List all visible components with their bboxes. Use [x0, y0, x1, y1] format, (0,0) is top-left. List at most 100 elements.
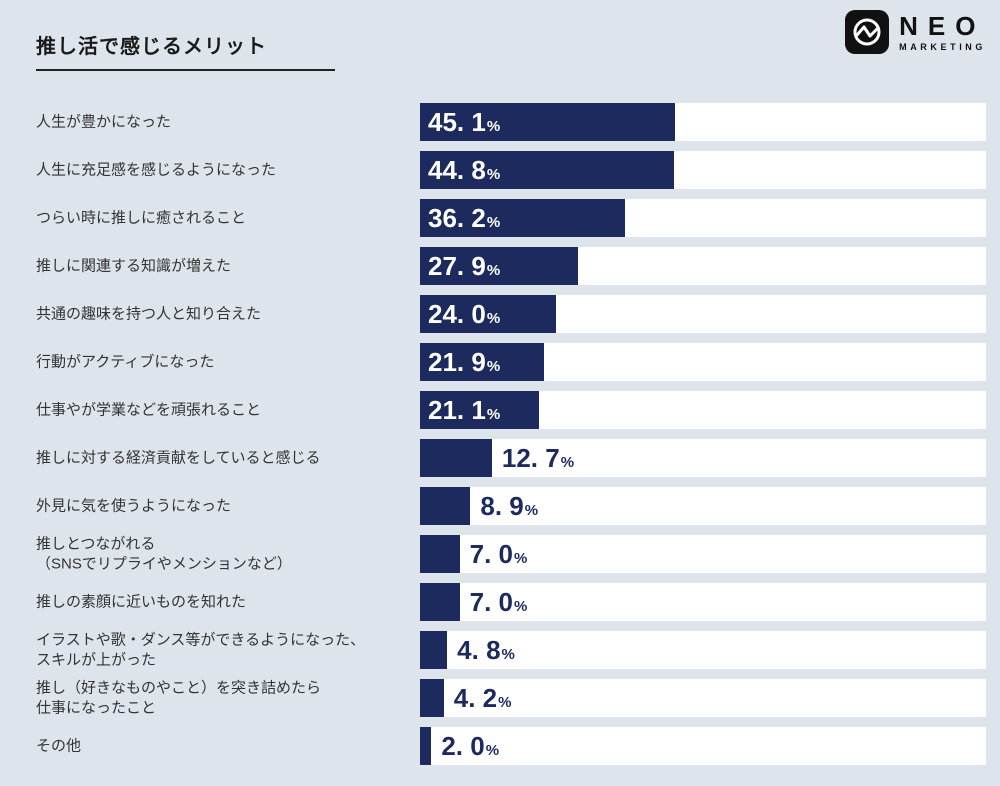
bar [420, 631, 448, 669]
bar [420, 343, 544, 381]
value-label: 21. 9% [428, 349, 500, 375]
category-label: 推しに関連する知識が増えた [36, 257, 232, 275]
value-number: 24. 0 [428, 299, 486, 329]
bar-track: 7. 0% [420, 583, 986, 621]
value-label: 36. 2% [428, 205, 500, 231]
bar-row: 人生に充足感を感じるようになった 44. 8% [0, 151, 1000, 189]
category-label: 人生に充足感を感じるようになった [36, 161, 277, 179]
brand-text: NEO MARKETING [899, 13, 986, 52]
chart-title: 推し活で感じるメリット [36, 30, 335, 71]
percent-sign: % [486, 166, 501, 183]
bar-track: 21. 1% [420, 391, 986, 429]
value-label: 44. 8% [428, 157, 500, 183]
percent-sign: % [486, 262, 501, 279]
value-number: 4. 8 [457, 635, 501, 665]
logo-icon [845, 10, 890, 54]
bar-row: 共通の趣味を持つ人と知り合えた 24. 0% [0, 295, 1000, 333]
bar-track: 24. 0% [420, 295, 986, 333]
value-number: 21. 9 [428, 347, 486, 377]
category-label: 推し（好きなものやこと）を突き詰めたら 仕事になったこと [36, 679, 322, 717]
bar [420, 439, 492, 477]
value-label: 8. 9% [480, 493, 538, 519]
brand-logo: NEO MARKETING [845, 10, 986, 54]
bar-row: 推しに対する経済貢献をしていると感じる 12. 7% [0, 439, 1000, 477]
bar [420, 247, 578, 285]
bar-track: 7. 0% [420, 535, 986, 573]
percent-sign: % [501, 646, 515, 663]
category-label: イラストや歌・ダンス等ができるようになった、 スキルが上がった [36, 631, 366, 669]
percent-sign: % [524, 502, 539, 519]
percent-sign: % [513, 550, 528, 567]
value-number: 2. 0 [441, 731, 485, 761]
value-label: 27. 9% [428, 253, 500, 279]
bar [420, 103, 676, 141]
bar-row: 推しとつながれる （SNSでリプライやメンションなど） 7. 0% [0, 535, 1000, 573]
bar-row: 推し（好きなものやこと）を突き詰めたら 仕事になったこと 4. 2% [0, 679, 1000, 717]
value-label: 12. 7% [502, 445, 574, 471]
value-label: 21. 1% [428, 397, 500, 423]
value-label: 4. 8% [457, 637, 515, 663]
bar-track: 44. 8% [420, 151, 986, 189]
category-label: 仕事やが学業などを頑張れること [36, 401, 262, 419]
value-label: 7. 0% [470, 541, 528, 567]
bar-row: その他 2. 0% [0, 727, 1000, 765]
bar-track: 4. 2% [420, 679, 986, 717]
bar-row: 推しの素顔に近いものを知れた 7. 0% [0, 583, 1000, 621]
bar-track: 8. 9% [420, 487, 986, 525]
category-label: 推しとつながれる （SNSでリプライやメンションなど） [36, 535, 292, 573]
bar-row: 行動がアクティブになった 21. 9% [0, 343, 1000, 381]
bar [420, 583, 460, 621]
bar-row: 人生が豊かになった 45. 1% [0, 103, 1000, 141]
bar [420, 151, 674, 189]
category-label: 共通の趣味を持つ人と知り合えた [36, 305, 262, 323]
category-label: 行動がアクティブになった [36, 353, 215, 371]
bar-row: 推しに関連する知識が増えた 27. 9% [0, 247, 1000, 285]
bar-track: 27. 9% [420, 247, 986, 285]
value-number: 8. 9 [480, 491, 524, 521]
bar-track: 12. 7% [420, 439, 986, 477]
brand-name: NEO [899, 10, 986, 41]
bar-row: イラストや歌・ダンス等ができるようになった、 スキルが上がった 4. 8% [0, 631, 1000, 669]
bar-row: つらい時に推しに癒されること 36. 2% [0, 199, 1000, 237]
value-label: 45. 1% [428, 109, 500, 135]
bar [420, 391, 540, 429]
percent-sign: % [486, 214, 501, 231]
value-number: 12. 7 [501, 443, 560, 473]
bar-track: 36. 2% [420, 199, 986, 237]
category-label: 外見に気を使うようになった [36, 497, 232, 515]
value-number: 36. 2 [428, 203, 486, 233]
bar-track: 2. 0% [420, 727, 986, 765]
bar [420, 727, 432, 765]
bar-row: 仕事やが学業などを頑張れること 21. 1% [0, 391, 1000, 429]
percent-sign: % [486, 310, 501, 327]
value-number: 7. 0 [469, 587, 513, 617]
value-number: 21. 1 [428, 395, 486, 425]
value-label: 2. 0% [441, 733, 499, 759]
bar-track: 4. 8% [420, 631, 986, 669]
value-number: 7. 0 [469, 539, 513, 569]
bar-row: 外見に気を使うようになった 8. 9% [0, 487, 1000, 525]
bar-track: 21. 9% [420, 343, 986, 381]
category-label: 推しの素顔に近いものを知れた [36, 593, 247, 611]
bar [420, 295, 556, 333]
value-number: 27. 9 [428, 251, 486, 281]
category-label: その他 [36, 737, 82, 755]
percent-sign: % [513, 598, 528, 615]
value-number: 45. 1 [428, 107, 486, 137]
value-label: 4. 2% [454, 685, 512, 711]
bar [420, 679, 444, 717]
percent-sign: % [498, 694, 512, 711]
category-label: つらい時に推しに癒されること [36, 209, 247, 227]
bar [420, 199, 625, 237]
percent-sign: % [486, 358, 501, 375]
percent-sign: % [485, 742, 500, 759]
bar-track: 45. 1% [420, 103, 986, 141]
value-number: 44. 8 [428, 155, 486, 185]
bar [420, 487, 471, 525]
brand-subname: MARKETING [899, 41, 986, 52]
percent-sign: % [560, 454, 575, 471]
value-label: 7. 0% [470, 589, 528, 615]
value-number: 4. 2 [453, 683, 498, 713]
value-label: 24. 0% [428, 301, 500, 327]
